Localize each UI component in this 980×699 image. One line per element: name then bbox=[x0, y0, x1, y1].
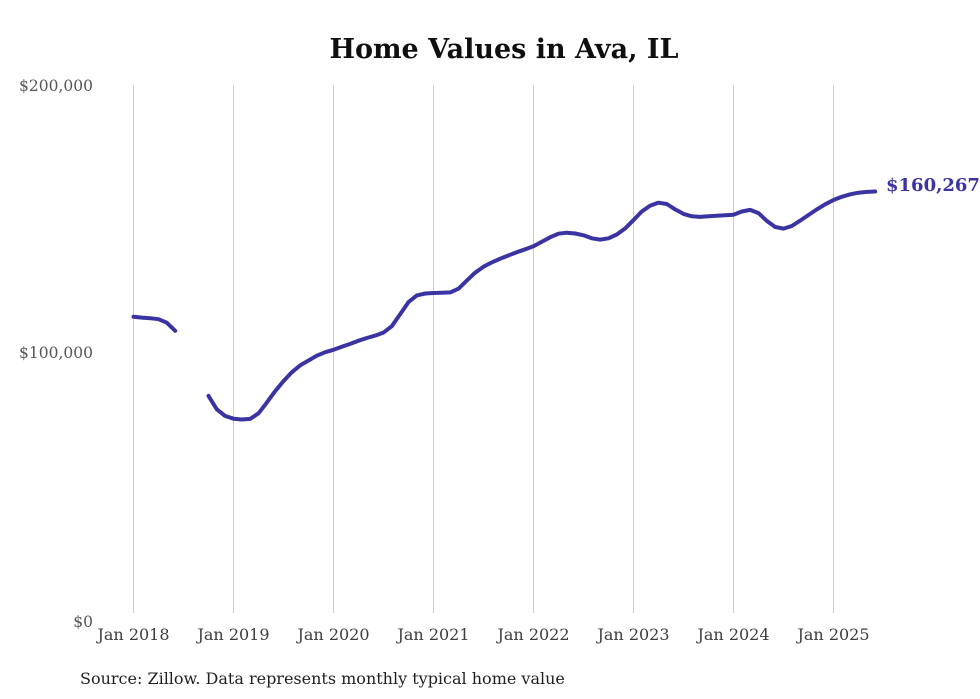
x-tick-label: Jan 2020 bbox=[295, 625, 369, 644]
x-tick-label: Jan 2023 bbox=[595, 625, 669, 644]
y-tick-label: $200,000 bbox=[19, 77, 93, 95]
gridlines bbox=[133, 85, 834, 613]
source-note: Source: Zillow. Data represents monthly … bbox=[80, 669, 565, 688]
x-tick-label: Jan 2024 bbox=[695, 625, 769, 644]
x-tick-label: Jan 2021 bbox=[395, 625, 469, 644]
x-tick-label: Jan 2025 bbox=[795, 625, 869, 644]
x-tick-label: Jan 2019 bbox=[195, 625, 269, 644]
x-tick-label: Jan 2022 bbox=[495, 625, 569, 644]
chart-title: Home Values in Ava, IL bbox=[329, 34, 678, 65]
home-value-line bbox=[131, 189, 878, 422]
end-value-label: $160,267 bbox=[886, 175, 980, 196]
x-axis-labels: Jan 2018 Jan 2019 Jan 2020 Jan 2021 Jan … bbox=[95, 625, 869, 644]
x-tick-label: Jan 2018 bbox=[95, 625, 169, 644]
y-tick-label: $100,000 bbox=[19, 344, 93, 362]
y-tick-label: $0 bbox=[73, 613, 93, 631]
y-axis-labels: $200,000 $100,000 $0 bbox=[19, 77, 93, 631]
